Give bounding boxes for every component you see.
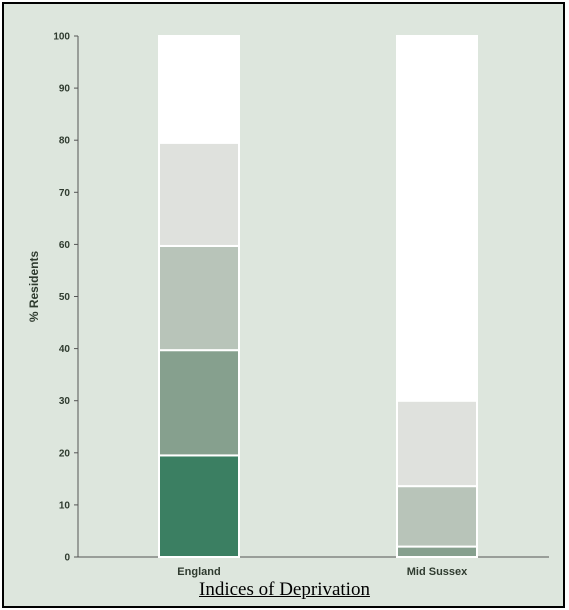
bar-segment	[396, 485, 478, 548]
bar-segment	[158, 349, 240, 457]
y-tick-label: 0	[64, 553, 70, 564]
y-tick-label: 30	[59, 396, 71, 407]
chart-caption: Indices of Deprivation	[199, 579, 370, 600]
bar-segment	[158, 141, 240, 247]
bar-segment	[158, 244, 240, 352]
stacked-bar-chart: 0 10 20 30 40 50 60 70 80 90 100 England Mid Sussex…	[27, 32, 549, 578]
y-tick-label: 90	[59, 84, 71, 95]
x-category-label: Mid Sussex	[407, 566, 468, 578]
y-tick-label: 70	[59, 188, 71, 199]
bar-segment	[158, 454, 240, 558]
x-category-label: England	[177, 566, 220, 578]
x-axis-category-labels: England Mid Sussex	[177, 566, 468, 578]
bar-segment	[396, 35, 478, 402]
bar-segment	[396, 399, 478, 488]
y-tick-label: 10	[59, 500, 71, 511]
y-tick-label: 40	[59, 344, 71, 355]
y-axis-ticks: 0 10 20 30 40 50 60 70 80 90 100	[53, 32, 78, 564]
bar-segment	[158, 35, 240, 144]
bars	[158, 35, 478, 559]
y-tick-label: 60	[59, 240, 71, 251]
axes	[77, 36, 549, 558]
y-tick-label: 20	[59, 448, 71, 459]
y-axis-title: % Residents	[27, 250, 41, 322]
y-tick-label: 100	[53, 32, 70, 43]
y-tick-label: 50	[59, 292, 71, 303]
bar-segment	[396, 545, 478, 559]
y-tick-label: 80	[59, 136, 71, 147]
